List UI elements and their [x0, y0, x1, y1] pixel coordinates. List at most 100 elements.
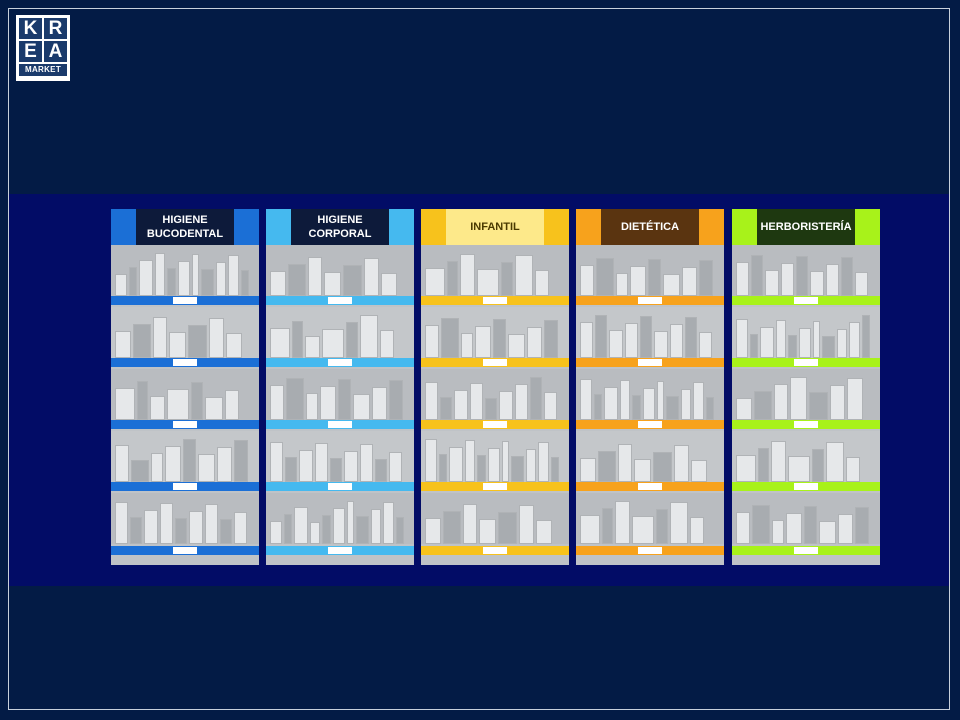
- shelf-products: [732, 493, 880, 544]
- shelf-products: [576, 369, 724, 420]
- product-item: [133, 324, 151, 358]
- product-item: [294, 507, 308, 544]
- product-item: [322, 329, 344, 358]
- product-item: [656, 509, 668, 544]
- product-item: [643, 388, 655, 420]
- product-item: [855, 507, 869, 544]
- shelf-products: [421, 307, 569, 358]
- product-item: [447, 261, 458, 296]
- product-item: [165, 446, 181, 482]
- product-item: [580, 379, 592, 420]
- product-item: [812, 449, 824, 482]
- panel-herboristeria: HERBORISTERÍA: [732, 209, 880, 565]
- shelf-label-tag: [328, 483, 352, 490]
- product-item: [205, 397, 223, 420]
- panel-higiene-bucodental: HIGIENE BUCODENTAL: [111, 209, 259, 565]
- shelf-products: [576, 493, 724, 544]
- shelf-products: [732, 431, 880, 482]
- shelf-bar: [732, 358, 880, 367]
- shelf-products: [732, 307, 880, 358]
- product-item: [670, 502, 688, 544]
- shelf-products: [266, 307, 414, 358]
- product-item: [508, 334, 525, 358]
- product-item: [620, 380, 630, 420]
- product-item: [515, 255, 533, 296]
- shelf-label-tag: [483, 547, 507, 554]
- shelf-bar: [576, 358, 724, 367]
- product-item: [754, 391, 772, 420]
- product-item: [360, 444, 373, 482]
- product-item: [837, 329, 847, 358]
- product-item: [356, 516, 369, 544]
- product-item: [772, 520, 784, 544]
- shelf-label-tag: [328, 297, 352, 304]
- shelf-products: [111, 493, 259, 544]
- product-item: [477, 269, 499, 296]
- product-item: [501, 262, 513, 296]
- product-item: [640, 316, 652, 358]
- shelf-products: [576, 431, 724, 482]
- product-item: [183, 439, 196, 482]
- product-item: [470, 383, 483, 420]
- product-item: [515, 384, 528, 420]
- shelf-label-tag: [638, 421, 662, 428]
- product-item: [804, 506, 817, 544]
- product-item: [657, 381, 664, 420]
- product-item: [485, 398, 497, 420]
- shelf-products: [266, 245, 414, 296]
- product-item: [270, 328, 290, 358]
- shelf-products: [576, 245, 724, 296]
- product-item: [616, 273, 628, 296]
- product-item: [285, 457, 297, 482]
- product-item: [826, 264, 839, 296]
- product-item: [205, 504, 218, 544]
- product-item: [685, 317, 697, 358]
- product-item: [353, 394, 370, 420]
- panel-infantil: INFANTIL: [421, 209, 569, 565]
- product-item: [389, 380, 403, 420]
- product-item: [760, 327, 774, 358]
- product-item: [776, 320, 786, 358]
- product-item: [822, 336, 835, 358]
- product-item: [449, 447, 463, 482]
- product-item: [439, 454, 447, 482]
- shelf-label-tag: [638, 297, 662, 304]
- product-item: [736, 512, 750, 544]
- product-item: [465, 440, 475, 482]
- product-item: [396, 517, 404, 544]
- product-item: [425, 325, 439, 358]
- product-item: [201, 269, 214, 296]
- shelf-products: [266, 431, 414, 482]
- product-item: [855, 272, 868, 296]
- product-item: [666, 396, 679, 420]
- product-item: [443, 511, 461, 544]
- product-item: [809, 392, 828, 420]
- product-item: [344, 451, 358, 482]
- shelf-label-tag: [794, 421, 818, 428]
- shelf-label-tag: [483, 297, 507, 304]
- product-item: [819, 521, 836, 544]
- product-item: [511, 456, 524, 482]
- panel-title: HIGIENE BUCODENTAL: [136, 209, 234, 245]
- product-item: [544, 320, 558, 358]
- panel-higiene-corporal: HIGIENE CORPORAL: [266, 209, 414, 565]
- shelf-label-tag: [328, 547, 352, 554]
- product-item: [425, 268, 445, 296]
- product-item: [160, 503, 173, 544]
- product-item: [115, 331, 131, 358]
- product-item: [751, 255, 763, 296]
- shelf-bar: [266, 546, 414, 555]
- product-item: [150, 396, 165, 420]
- shelf-label-tag: [173, 297, 197, 304]
- shelf-bar: [732, 546, 880, 555]
- shelf-products: [111, 307, 259, 358]
- product-item: [129, 267, 137, 296]
- product-item: [192, 254, 199, 296]
- product-item: [288, 264, 306, 296]
- panel-header: HIGIENE CORPORAL: [266, 209, 414, 245]
- product-item: [338, 379, 351, 420]
- product-item: [498, 512, 517, 544]
- product-item: [139, 260, 153, 296]
- product-item: [315, 443, 328, 482]
- product-item: [580, 265, 594, 296]
